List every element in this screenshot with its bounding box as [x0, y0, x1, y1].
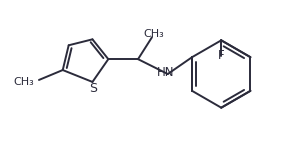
- Text: HN: HN: [157, 66, 175, 79]
- Text: CH₃: CH₃: [143, 29, 164, 39]
- Text: S: S: [89, 82, 97, 95]
- Text: CH₃: CH₃: [13, 77, 34, 87]
- Text: F: F: [218, 49, 225, 62]
